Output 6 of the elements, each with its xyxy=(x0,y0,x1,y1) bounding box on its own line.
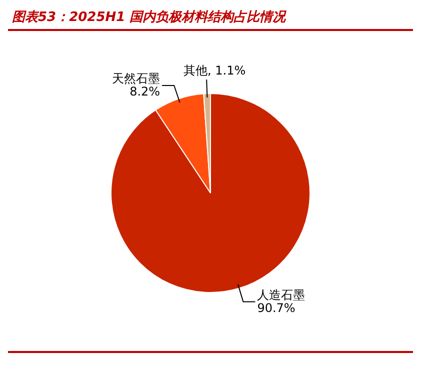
slice-label: 人造石墨 xyxy=(257,288,306,302)
slice-label: 天然石墨 xyxy=(112,72,160,86)
chart-title: 图表53：2025H1 国内负极材料结构占比情况 xyxy=(11,9,288,27)
data-label: 8.2% xyxy=(130,84,160,99)
slice-label: 其他, 1.1% xyxy=(184,64,246,78)
data-label: 90.7% xyxy=(257,300,296,315)
